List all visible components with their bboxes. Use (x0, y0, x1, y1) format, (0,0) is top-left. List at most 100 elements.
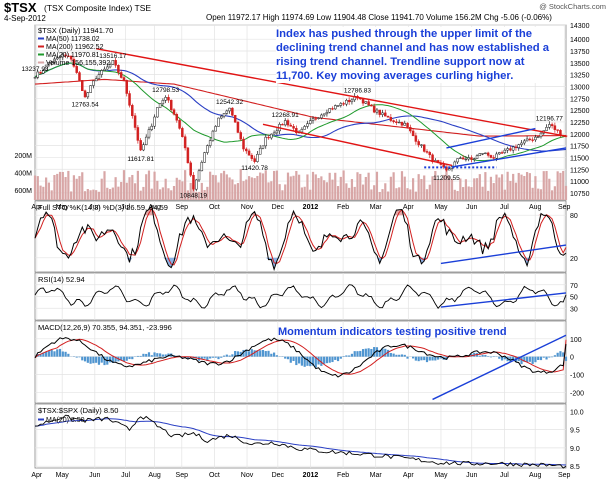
volume-bar (487, 190, 490, 200)
x-axis-label-bottom: Oct (209, 472, 220, 479)
volume-bar (359, 173, 362, 200)
candle (178, 120, 181, 129)
macd-histogram-bar (206, 356, 209, 362)
candle (239, 132, 242, 140)
candle (545, 127, 548, 131)
rsi-title: RSI(14) 52.94 (38, 275, 85, 284)
volume-bar (395, 188, 398, 200)
candle (189, 162, 192, 176)
x-axis-label-top: Feb (337, 204, 349, 211)
y-tick-label: 12500 (570, 108, 590, 115)
macd-histogram-bar (247, 351, 251, 357)
watermark: @ StockCharts.com (539, 2, 606, 11)
candle (50, 61, 53, 64)
candle (206, 145, 209, 153)
candle (320, 114, 323, 119)
price-label: 12196.77 (536, 115, 563, 122)
x-axis-label-bottom: 2012 (303, 472, 319, 479)
candle (108, 64, 112, 68)
volume-bar (548, 178, 551, 200)
candle (197, 170, 201, 181)
candle (261, 145, 265, 149)
x-axis-label-top: Mar (370, 204, 383, 211)
macd-histogram-bar (45, 351, 48, 357)
candle (534, 136, 537, 141)
volume-bar (320, 176, 323, 200)
ma20-line (34, 62, 567, 162)
legend-item: MA(200) 11962.52 (46, 44, 104, 51)
y-tick-label: 12000 (570, 132, 590, 139)
volume-bar (506, 171, 509, 200)
volume-bar (64, 177, 67, 200)
macd-histogram-bar (156, 353, 159, 357)
macd-histogram-bar (214, 356, 217, 358)
candle (186, 147, 190, 164)
candle (114, 60, 117, 66)
candle (347, 99, 351, 103)
y-tick-label: 10750 (570, 191, 590, 198)
volume-bar (131, 174, 134, 200)
macd-histogram-bar (284, 356, 287, 359)
macd-histogram-bar (562, 352, 565, 357)
volume-bar (95, 190, 98, 200)
candle (428, 152, 432, 156)
volume-bar (509, 180, 512, 200)
macd-histogram-bar (392, 353, 395, 357)
volume-bar (175, 177, 178, 200)
candle (420, 144, 423, 146)
candle (523, 140, 526, 144)
panel-sto-frame (34, 200, 567, 273)
macd-histogram-bar (67, 353, 70, 357)
candle (525, 138, 529, 142)
candle (78, 72, 81, 81)
volume-bar (42, 186, 45, 200)
y-tick-label: 100 (570, 337, 582, 344)
volume-bar (53, 174, 56, 200)
candle (39, 71, 42, 74)
volume-bar (120, 181, 123, 200)
macd-histogram-bar (423, 356, 426, 361)
candle (167, 97, 170, 101)
macd-histogram-bar (272, 352, 276, 357)
chart-panels: 14300 14000 13750 13500 13250 13000 12750 12500… (14, 23, 589, 471)
volume-bar (295, 170, 298, 200)
y-tick-label: 80 (570, 213, 578, 220)
price-label: 11209.55 (433, 175, 460, 182)
volume-bar (234, 184, 237, 200)
candle (334, 105, 337, 110)
macd-histogram-bar (142, 353, 145, 357)
price-label: 11420.78 (241, 165, 268, 172)
candle (44, 64, 48, 71)
y-tick-label: 9.5 (570, 428, 580, 435)
volume-bar (375, 171, 379, 200)
macd-histogram-bar (50, 350, 53, 357)
macd-histogram-bar (153, 352, 156, 357)
volume-bar (172, 186, 176, 200)
candle (345, 99, 348, 105)
candle (509, 148, 512, 151)
panel-sto: 80 20 Full STO %K(14,3) %D(3) 26.59, 34.59 (34, 200, 578, 273)
volume-bar (100, 178, 103, 200)
macd-histogram-bar (400, 354, 404, 357)
price-label: 12763.54 (71, 102, 98, 109)
macd-histogram-bar (348, 355, 351, 357)
volume-bar (553, 186, 556, 200)
candle (147, 129, 151, 138)
candle (409, 127, 412, 132)
volume-bar (334, 172, 337, 200)
volume-bar (473, 178, 476, 200)
volume-bar (475, 178, 479, 200)
candle (131, 105, 134, 116)
volume-bar (317, 178, 320, 200)
macd-histogram-bar (542, 356, 545, 358)
rising-channel-lower-line (451, 147, 567, 168)
macd-histogram-bar (61, 351, 64, 357)
candle (464, 158, 468, 161)
x-axis-label-bottom: Feb (337, 472, 349, 479)
volume-bar (392, 172, 395, 200)
volume-bar (153, 171, 156, 200)
volume-bar (253, 178, 256, 200)
panel-ratio-frame (34, 403, 567, 469)
macd-histogram-bar (267, 350, 270, 357)
volume-bar (336, 186, 340, 200)
